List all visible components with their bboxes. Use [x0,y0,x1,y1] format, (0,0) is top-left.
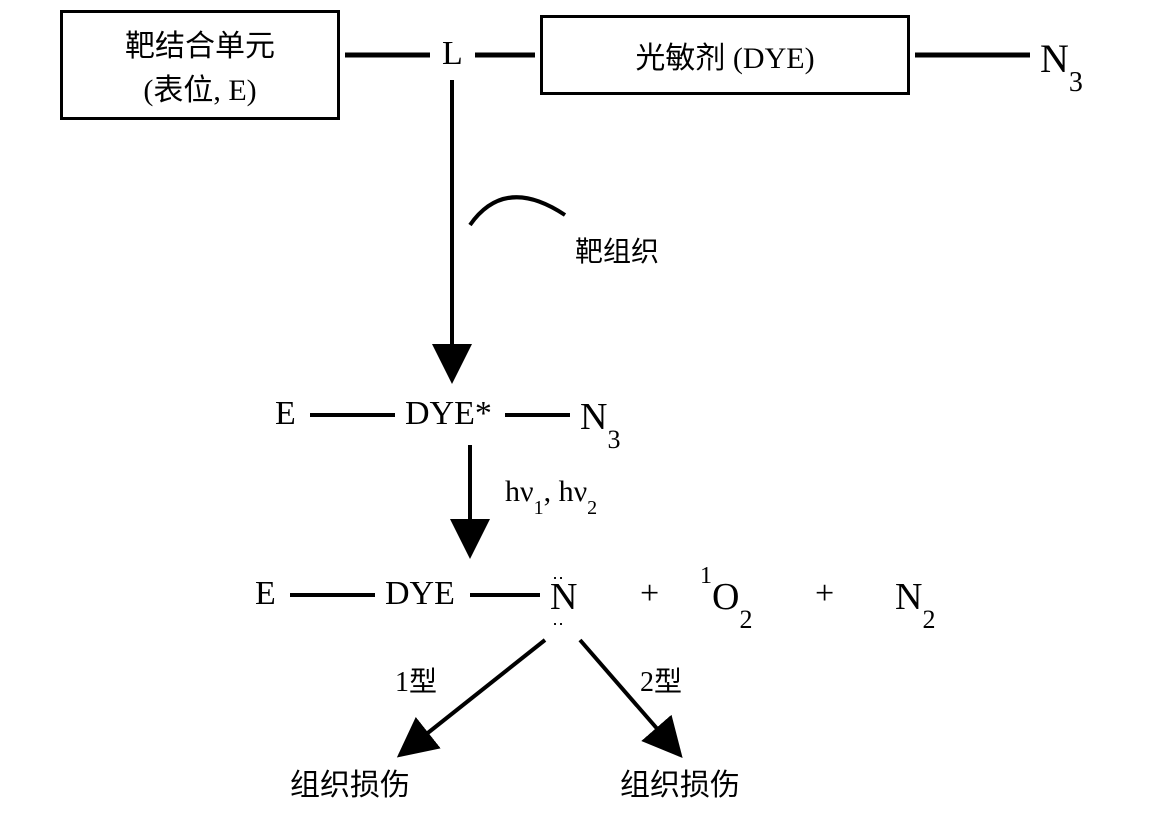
diagram-lines [0,0,1174,826]
